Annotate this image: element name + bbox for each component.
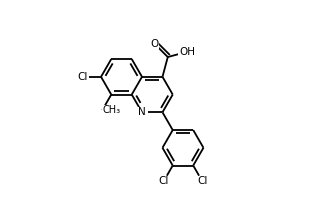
Text: O: O	[151, 39, 159, 49]
Text: N: N	[138, 107, 146, 117]
Text: CH₃: CH₃	[102, 105, 120, 115]
Text: Cl: Cl	[197, 176, 207, 186]
Text: Cl: Cl	[159, 176, 169, 186]
Text: Cl: Cl	[78, 72, 88, 82]
Text: OH: OH	[179, 47, 195, 57]
